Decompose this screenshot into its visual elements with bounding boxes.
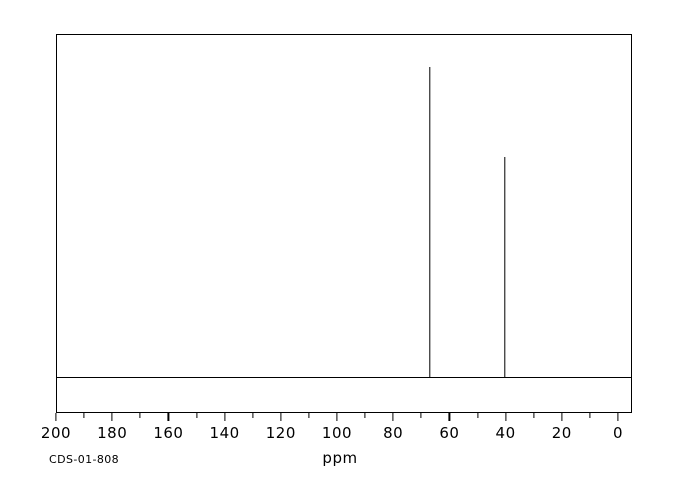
x-axis-major-tick	[111, 413, 113, 421]
spectrum-baseline	[56, 377, 632, 379]
spectrum-peak	[429, 67, 431, 378]
x-axis-major-tick	[280, 413, 282, 421]
x-axis-tick-label: 140	[209, 424, 240, 442]
x-axis-major-tick	[448, 413, 450, 421]
x-axis-minor-tick	[589, 413, 591, 418]
x-axis-tick-label: 80	[383, 424, 404, 442]
x-axis-major-tick	[504, 413, 507, 421]
x-axis-tick-label: 160	[153, 424, 184, 442]
x-axis-tick-label: 200	[40, 424, 72, 442]
x-axis-tick-label: 20	[551, 424, 572, 442]
x-axis-major-tick	[55, 413, 57, 421]
plot-frame	[56, 34, 632, 413]
x-axis-major-tick	[561, 413, 563, 421]
x-axis-tick-labels: 200 180 160 140 120 100 80 60 40 20 0	[0, 424, 680, 446]
x-axis-minor-tick	[364, 413, 366, 418]
x-axis-tick-label: 0	[612, 424, 624, 442]
x-axis-major-tick	[617, 413, 619, 421]
x-axis-major-tick	[392, 413, 394, 421]
x-axis-tick-label: 60	[439, 424, 460, 442]
x-axis-tick-label: 120	[265, 424, 296, 442]
x-axis-major-tick	[167, 413, 169, 421]
x-axis-ticks	[55, 413, 632, 423]
x-axis-minor-tick	[83, 413, 85, 418]
x-axis-tick-label: 40	[495, 424, 516, 442]
x-axis-minor-tick	[195, 413, 198, 418]
x-axis-major-tick	[336, 413, 338, 421]
x-axis-minor-tick	[139, 413, 141, 418]
x-axis-minor-tick	[476, 413, 479, 418]
spectrum-peak	[504, 157, 506, 378]
x-axis-title: ppm	[322, 449, 358, 467]
x-axis-minor-tick	[308, 413, 310, 418]
x-axis-minor-tick	[252, 413, 254, 418]
sample-id-caption: CDS-01-808	[49, 453, 120, 466]
x-axis-tick-label: 100	[321, 424, 353, 442]
x-axis-tick-label: 180	[97, 424, 128, 442]
x-axis-minor-tick	[533, 413, 535, 418]
x-axis-minor-tick	[420, 413, 422, 418]
spectrum-peaks	[56, 34, 632, 378]
x-axis-major-tick	[223, 413, 226, 421]
